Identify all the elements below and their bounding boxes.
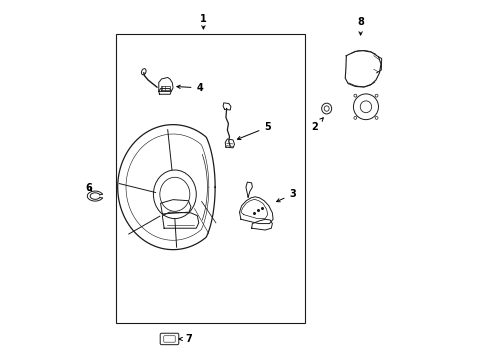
Text: 1: 1	[200, 14, 206, 24]
Text: 2: 2	[310, 118, 323, 132]
Text: 5: 5	[237, 122, 270, 140]
Text: 7: 7	[179, 334, 192, 344]
Text: 3: 3	[276, 189, 296, 202]
Text: 4: 4	[177, 83, 203, 93]
Text: 8: 8	[356, 17, 363, 35]
Text: 6: 6	[85, 183, 92, 193]
